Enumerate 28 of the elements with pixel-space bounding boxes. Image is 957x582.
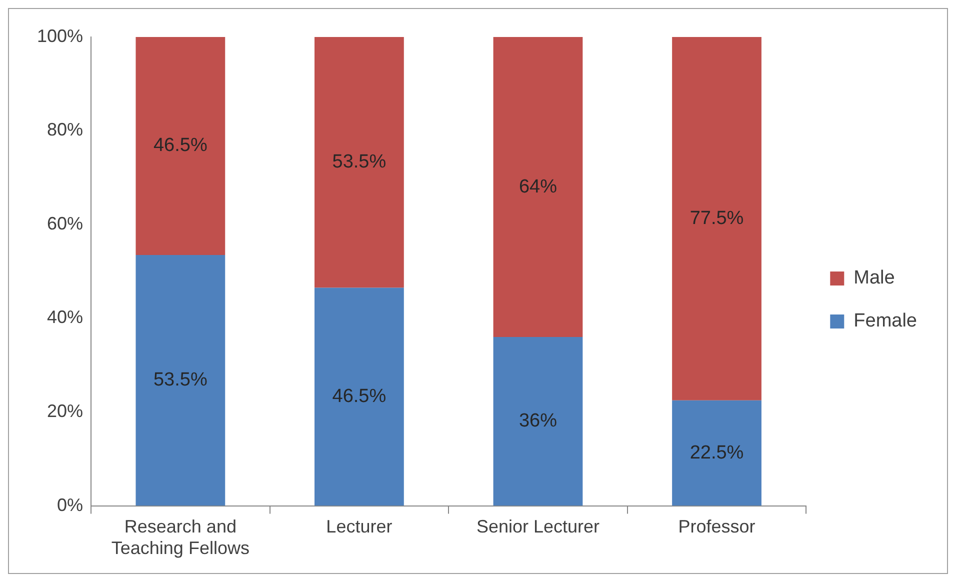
bar [493, 337, 583, 506]
y-tick-label: 20% [47, 401, 84, 422]
bar [136, 254, 226, 506]
data-label: 64% [518, 176, 558, 198]
data-label: 53.5% [332, 152, 386, 173]
data-label: 53.5% [153, 370, 208, 391]
bar [493, 37, 583, 338]
y-tick-label: 60% [47, 213, 84, 234]
y-tick-label: 100% [36, 26, 84, 46]
x-tick-label: Professor [678, 516, 756, 537]
bar [314, 288, 404, 506]
y-tick-label: 0% [57, 494, 84, 515]
legend-label: Female [854, 310, 918, 332]
data-label: 36% [518, 410, 558, 432]
y-tick-label: 40% [47, 307, 84, 328]
bar [136, 37, 226, 255]
bar [672, 37, 762, 400]
data-label: 22.5% [690, 442, 744, 464]
data-label: 46.5% [332, 386, 386, 408]
x-tick-label: Research and Teaching Fellows [111, 516, 250, 558]
bar [672, 400, 762, 506]
data-label: 77.5% [690, 208, 744, 229]
y-tick-label: 80% [47, 120, 84, 140]
data-label: 46.5% [153, 135, 208, 156]
x-tick-label: Lecturer [326, 516, 392, 537]
x-tick-label: Senior Lecturer [476, 516, 600, 537]
legend-label: Male [854, 268, 895, 289]
bar [314, 37, 404, 288]
